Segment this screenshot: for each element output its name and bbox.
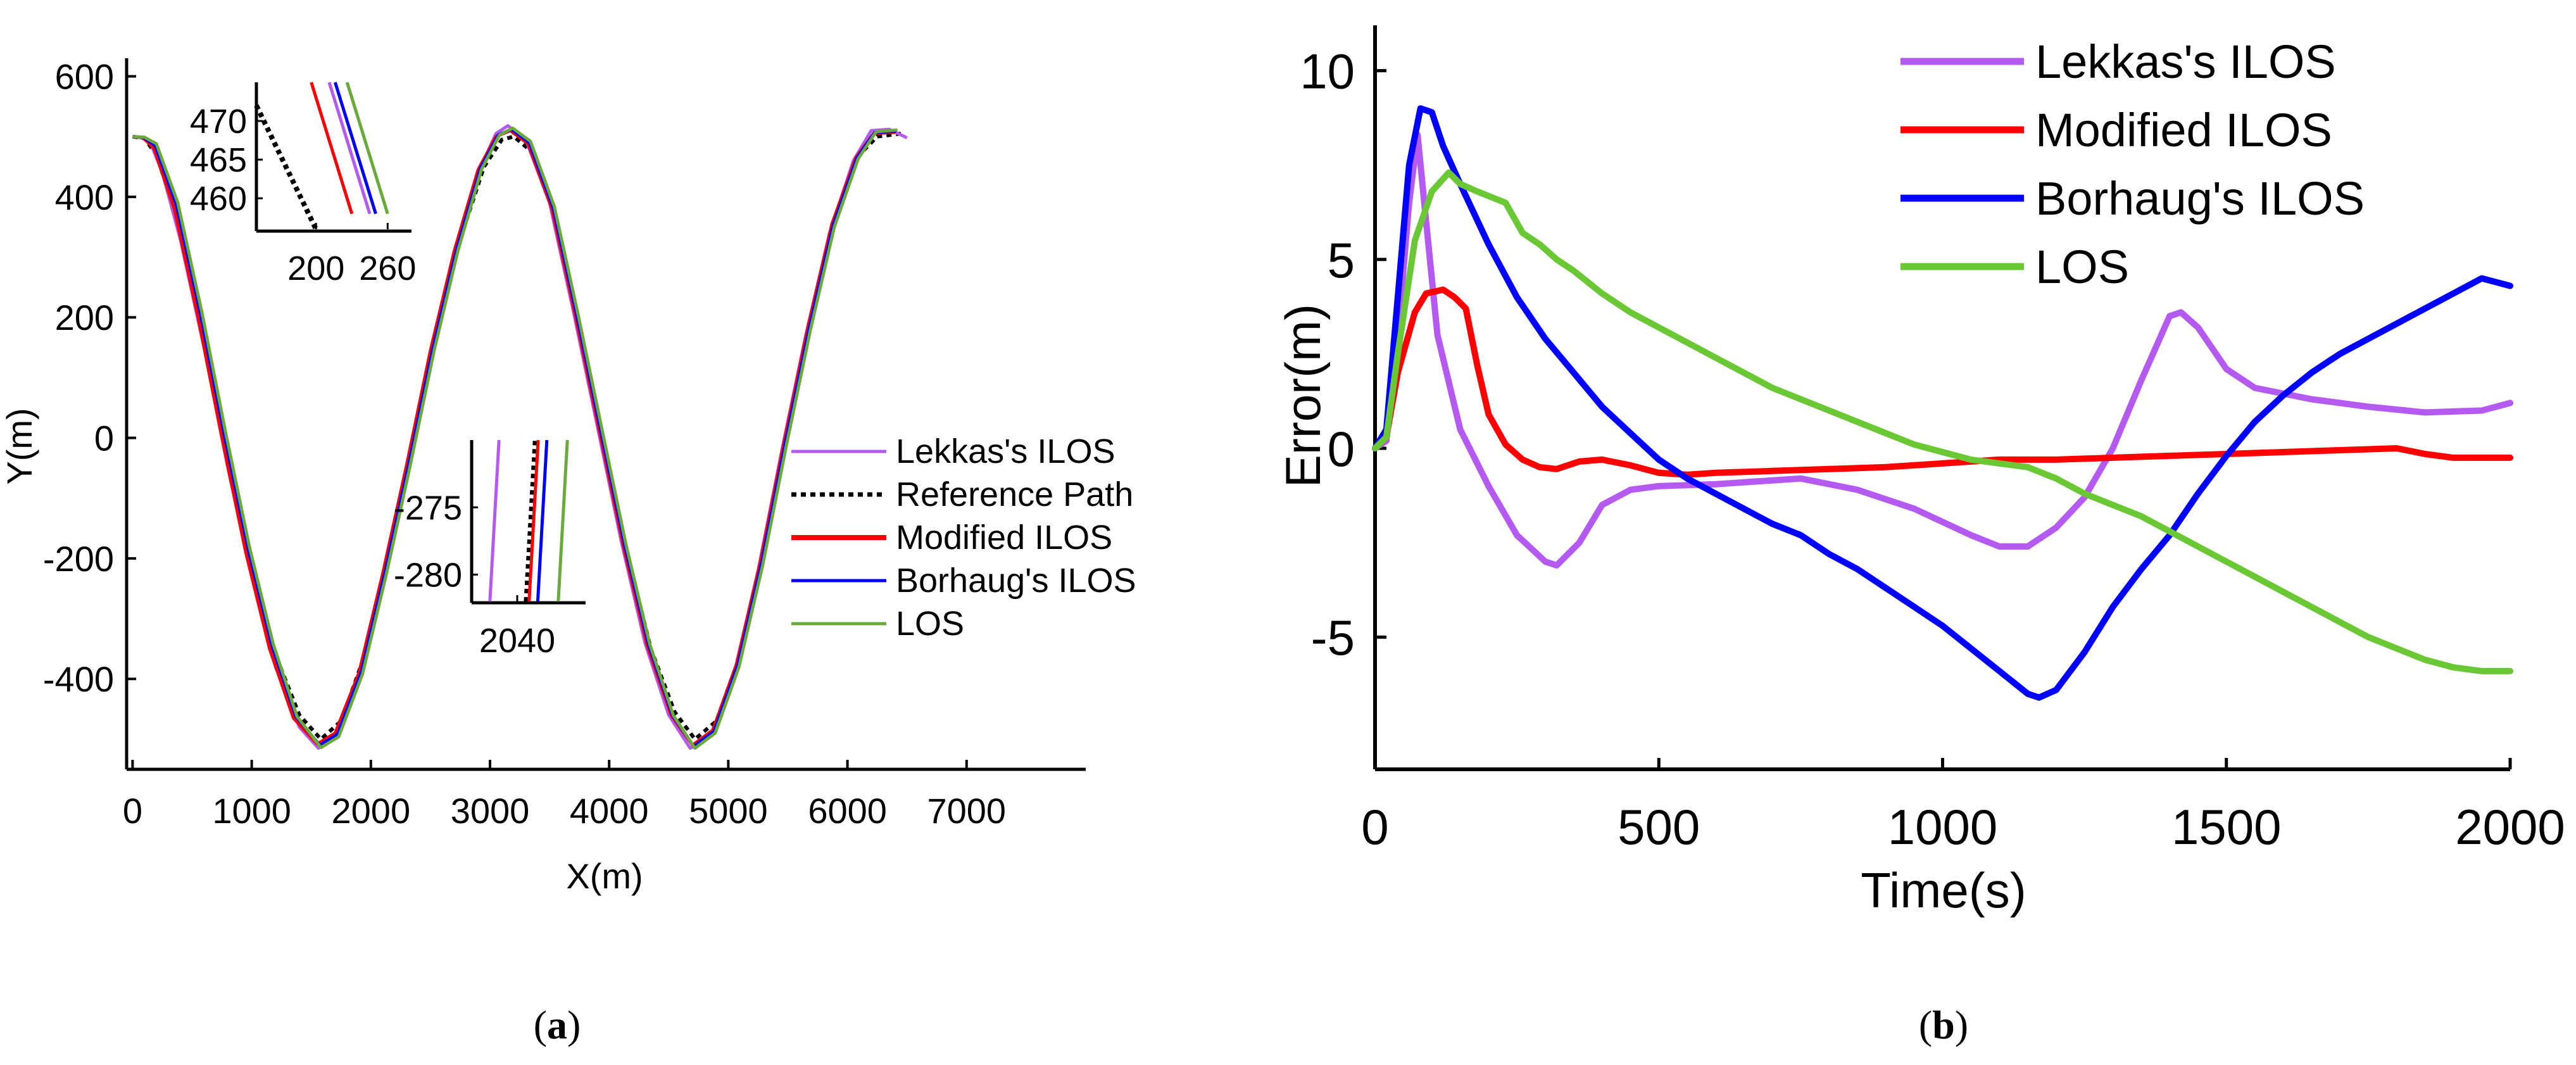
inset-2-line xyxy=(524,439,538,602)
panel-a-legend: Lekkas's ILOS Reference Path Modified ILOS… xyxy=(791,432,1136,643)
panel-a-ytick-label: 200 xyxy=(55,298,114,337)
panel-b-ytick-label: -5 xyxy=(1311,610,1355,665)
inset-1-line xyxy=(310,82,354,215)
inset-1-line xyxy=(345,82,389,215)
panel-a-xtick-label: 4000 xyxy=(570,791,649,831)
caption-b: (b) xyxy=(1919,1002,1968,1047)
panel-a-legend-label: Lekkas's ILOS xyxy=(896,432,1115,470)
inset-1-ytick-label: 460 xyxy=(190,180,247,218)
panel-a-xtick-label: 3000 xyxy=(451,791,530,831)
panel-b-ylabel: Error(m) xyxy=(1275,304,1331,488)
inset-zoom-bottom: 2040 -275 -280 xyxy=(394,439,586,660)
panel-a-series-line xyxy=(132,126,898,750)
caption-b-letter: b xyxy=(1932,1002,1955,1047)
panel-a-axes xyxy=(125,58,1086,771)
panel-a-ytick-label: -200 xyxy=(43,539,114,579)
panel-b-series-group xyxy=(1372,105,2513,701)
panel-b-xtick-label: 2000 xyxy=(2455,799,2565,855)
inset-1-ytick-label: 465 xyxy=(190,141,247,179)
panel-b-xtick-label: 500 xyxy=(1618,799,1700,855)
panel-a-legend-label: Reference Path xyxy=(896,476,1133,514)
panel-b-xlabel: Time(s) xyxy=(1861,862,2026,918)
inset-2-ytick-label: -275 xyxy=(394,489,462,527)
panel-b-series-line xyxy=(1372,132,2513,569)
panel-a-legend-label: Borhaug's ILOS xyxy=(896,562,1136,600)
panel-b-xtick-label: 1500 xyxy=(2171,799,2282,855)
panel-b-ytick-label: 0 xyxy=(1328,421,1355,477)
panel-a-ticks: 0 1000 2000 3000 4000 5000 6000 70006004002000-… xyxy=(43,57,1006,831)
panel-a-xtick-label: 6000 xyxy=(808,791,887,831)
panel-a-xtick-label: 5000 xyxy=(689,791,768,831)
panel-a-legend-label: Modified ILOS xyxy=(896,519,1112,557)
panel-b-legend-label: Borhaug's ILOS xyxy=(2035,172,2365,225)
panel-b-legend: Lekkas's ILOS Modified ILOS Borhaug's ILOS… xyxy=(1901,35,2365,293)
panel-a-ytick-label: 0 xyxy=(94,419,114,458)
inset-2-line xyxy=(527,439,540,602)
panel-a-ytick-label: -400 xyxy=(43,659,114,699)
panel-b-axes xyxy=(1373,25,2510,771)
panel-b-xtick-label: 0 xyxy=(1361,799,1388,855)
inset-1-line xyxy=(334,82,377,215)
inset-2-line xyxy=(488,439,501,602)
caption-a-letter: a xyxy=(547,1002,567,1047)
panel-a-xtick-label: 1000 xyxy=(212,791,291,831)
panel-b-series-line xyxy=(1372,286,2513,478)
panel-a-ylabel: Y(m) xyxy=(0,408,39,484)
panel-b-legend-label: Modified ILOS xyxy=(2035,104,2332,156)
panel-b-legend-label: Lekkas's ILOS xyxy=(2035,35,2336,88)
inset-2-content: 2040 -275 -280 xyxy=(394,439,569,660)
panel-a-series-group xyxy=(132,124,908,750)
panel-a-xtick-label: 0 xyxy=(123,791,142,831)
panel-a-xtick-label: 7000 xyxy=(927,791,1007,831)
panel-a-xtick-label: 2000 xyxy=(332,791,411,831)
panel-b-series-line xyxy=(1372,169,2513,674)
panel-b-xtick-label: 1000 xyxy=(1888,799,1998,855)
panel-b-legend-label: LOS xyxy=(2035,241,2129,293)
panel-b-ytick-label: 10 xyxy=(1300,44,1355,99)
panel-a-legend-label: LOS xyxy=(896,605,964,643)
inset-1-xtick-label: 260 xyxy=(359,249,416,287)
inset-2-ytick-label: -280 xyxy=(394,557,462,595)
inset-1-xtick-label: 200 xyxy=(287,249,344,287)
panel-a-ytick-label: 600 xyxy=(55,57,114,97)
panel-a-xlabel: X(m) xyxy=(566,856,643,896)
panel-b-ytick-label: 5 xyxy=(1328,232,1355,288)
panel-a-ytick-label: 400 xyxy=(55,177,114,217)
panel-b-ticks: 0 500 1000 1500 2000 10 5 0 -5 xyxy=(1300,44,2565,855)
inset-1-line xyxy=(327,82,372,215)
panel-a-trajectory-chart: 0 1000 2000 3000 4000 5000 6000 70006004002000-… xyxy=(0,57,1136,1047)
panel-b-series-line xyxy=(1372,105,2513,701)
inset-2-line xyxy=(556,439,569,602)
inset-2-line xyxy=(536,439,549,602)
inset-1-ytick-label: 470 xyxy=(190,103,247,141)
caption-a: (a) xyxy=(534,1002,581,1047)
inset-2-xtick-label: 2040 xyxy=(479,622,555,660)
inset-1-line xyxy=(254,104,318,230)
